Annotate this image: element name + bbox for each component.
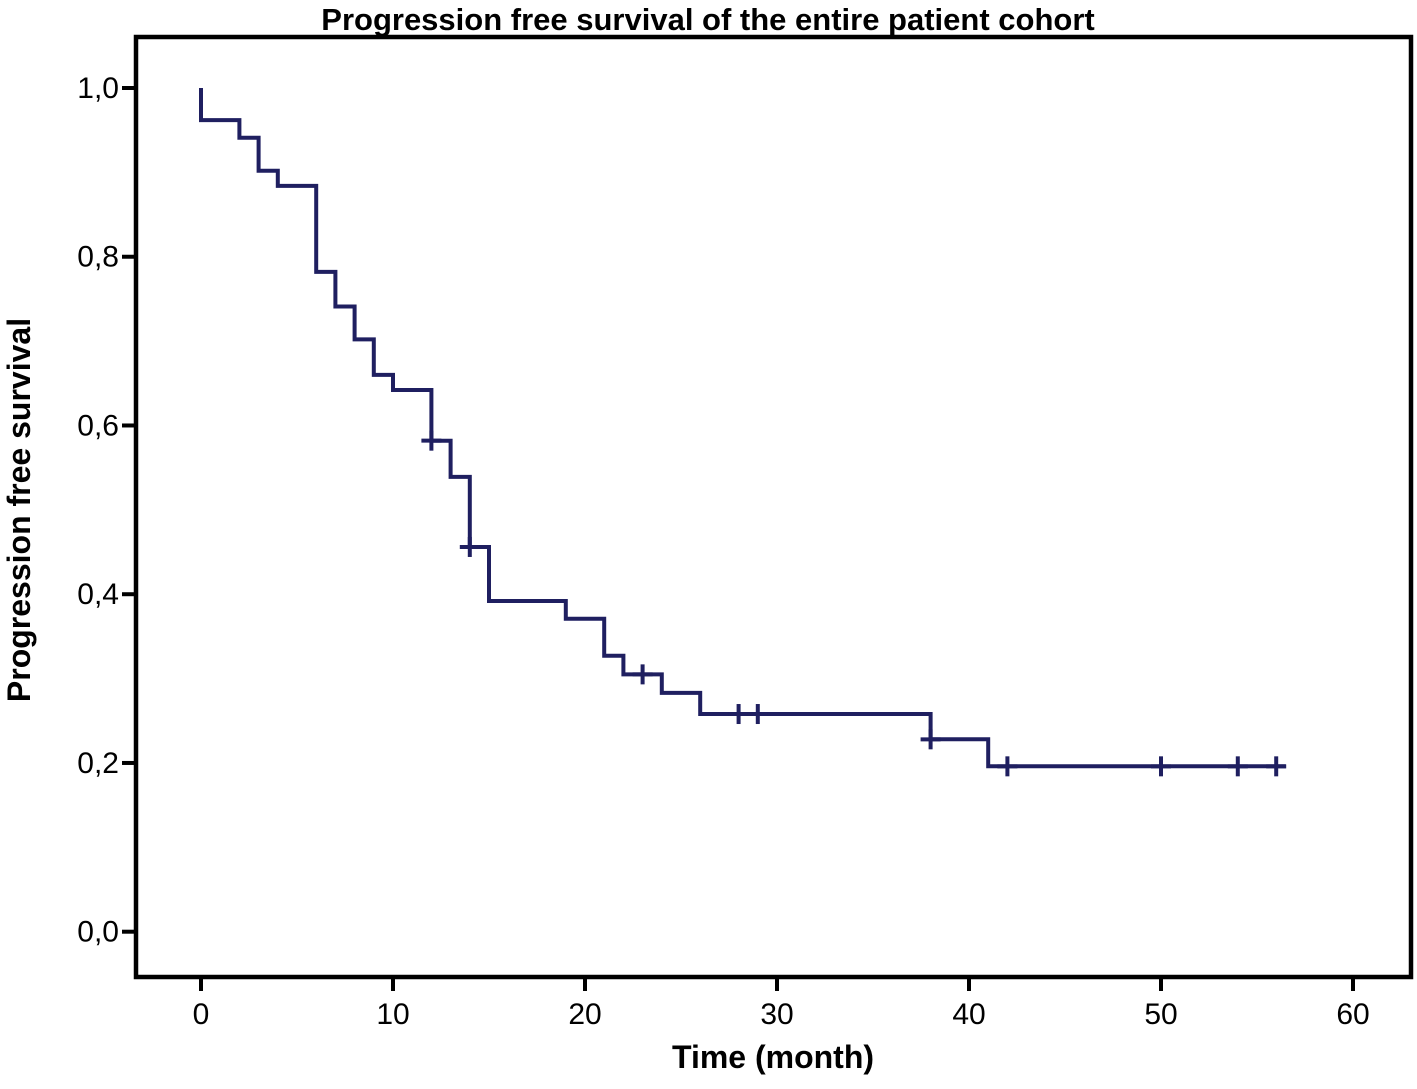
x-axis-ticks: 0 10 20 30 40 50 60 <box>193 977 1370 1031</box>
chart-title: Progression free survival of the entire … <box>321 2 1094 37</box>
censor-mark <box>747 704 768 725</box>
censor-marks <box>421 430 1287 777</box>
survival-series <box>199 88 1287 777</box>
censor-mark <box>421 430 442 451</box>
y-tick-label: 1,0 <box>77 72 119 105</box>
censor-mark <box>1227 756 1248 777</box>
censor-mark <box>728 704 749 725</box>
x-tick-label: 50 <box>1144 998 1177 1031</box>
y-tick-label: 0,4 <box>77 578 119 611</box>
censor-mark <box>459 536 480 557</box>
x-tick-label: 60 <box>1336 998 1369 1031</box>
x-tick-label: 20 <box>568 998 601 1031</box>
censor-mark <box>632 664 653 685</box>
y-tick-label: 0,2 <box>77 747 119 780</box>
km-step-curve <box>199 88 1286 769</box>
x-tick-label: 0 <box>193 998 210 1031</box>
x-tick-label: 30 <box>760 998 793 1031</box>
censor-mark <box>1266 756 1287 777</box>
y-axis-label: Progression free survival <box>1 318 37 702</box>
y-tick-label: 0,8 <box>77 241 119 274</box>
censor-mark <box>997 756 1018 777</box>
y-tick-label: 0,6 <box>77 409 119 442</box>
censor-mark <box>920 729 941 750</box>
censor-mark <box>1151 756 1171 777</box>
plot-frame <box>133 34 1414 980</box>
x-tick-label: 10 <box>376 998 409 1031</box>
y-tick-label: 0,0 <box>77 916 119 949</box>
y-axis-ticks: 0,0 0,2 0,4 0,6 0,8 1,0 <box>77 72 136 949</box>
x-axis-label: Time (month) <box>672 1039 874 1075</box>
x-tick-label: 40 <box>952 998 985 1031</box>
